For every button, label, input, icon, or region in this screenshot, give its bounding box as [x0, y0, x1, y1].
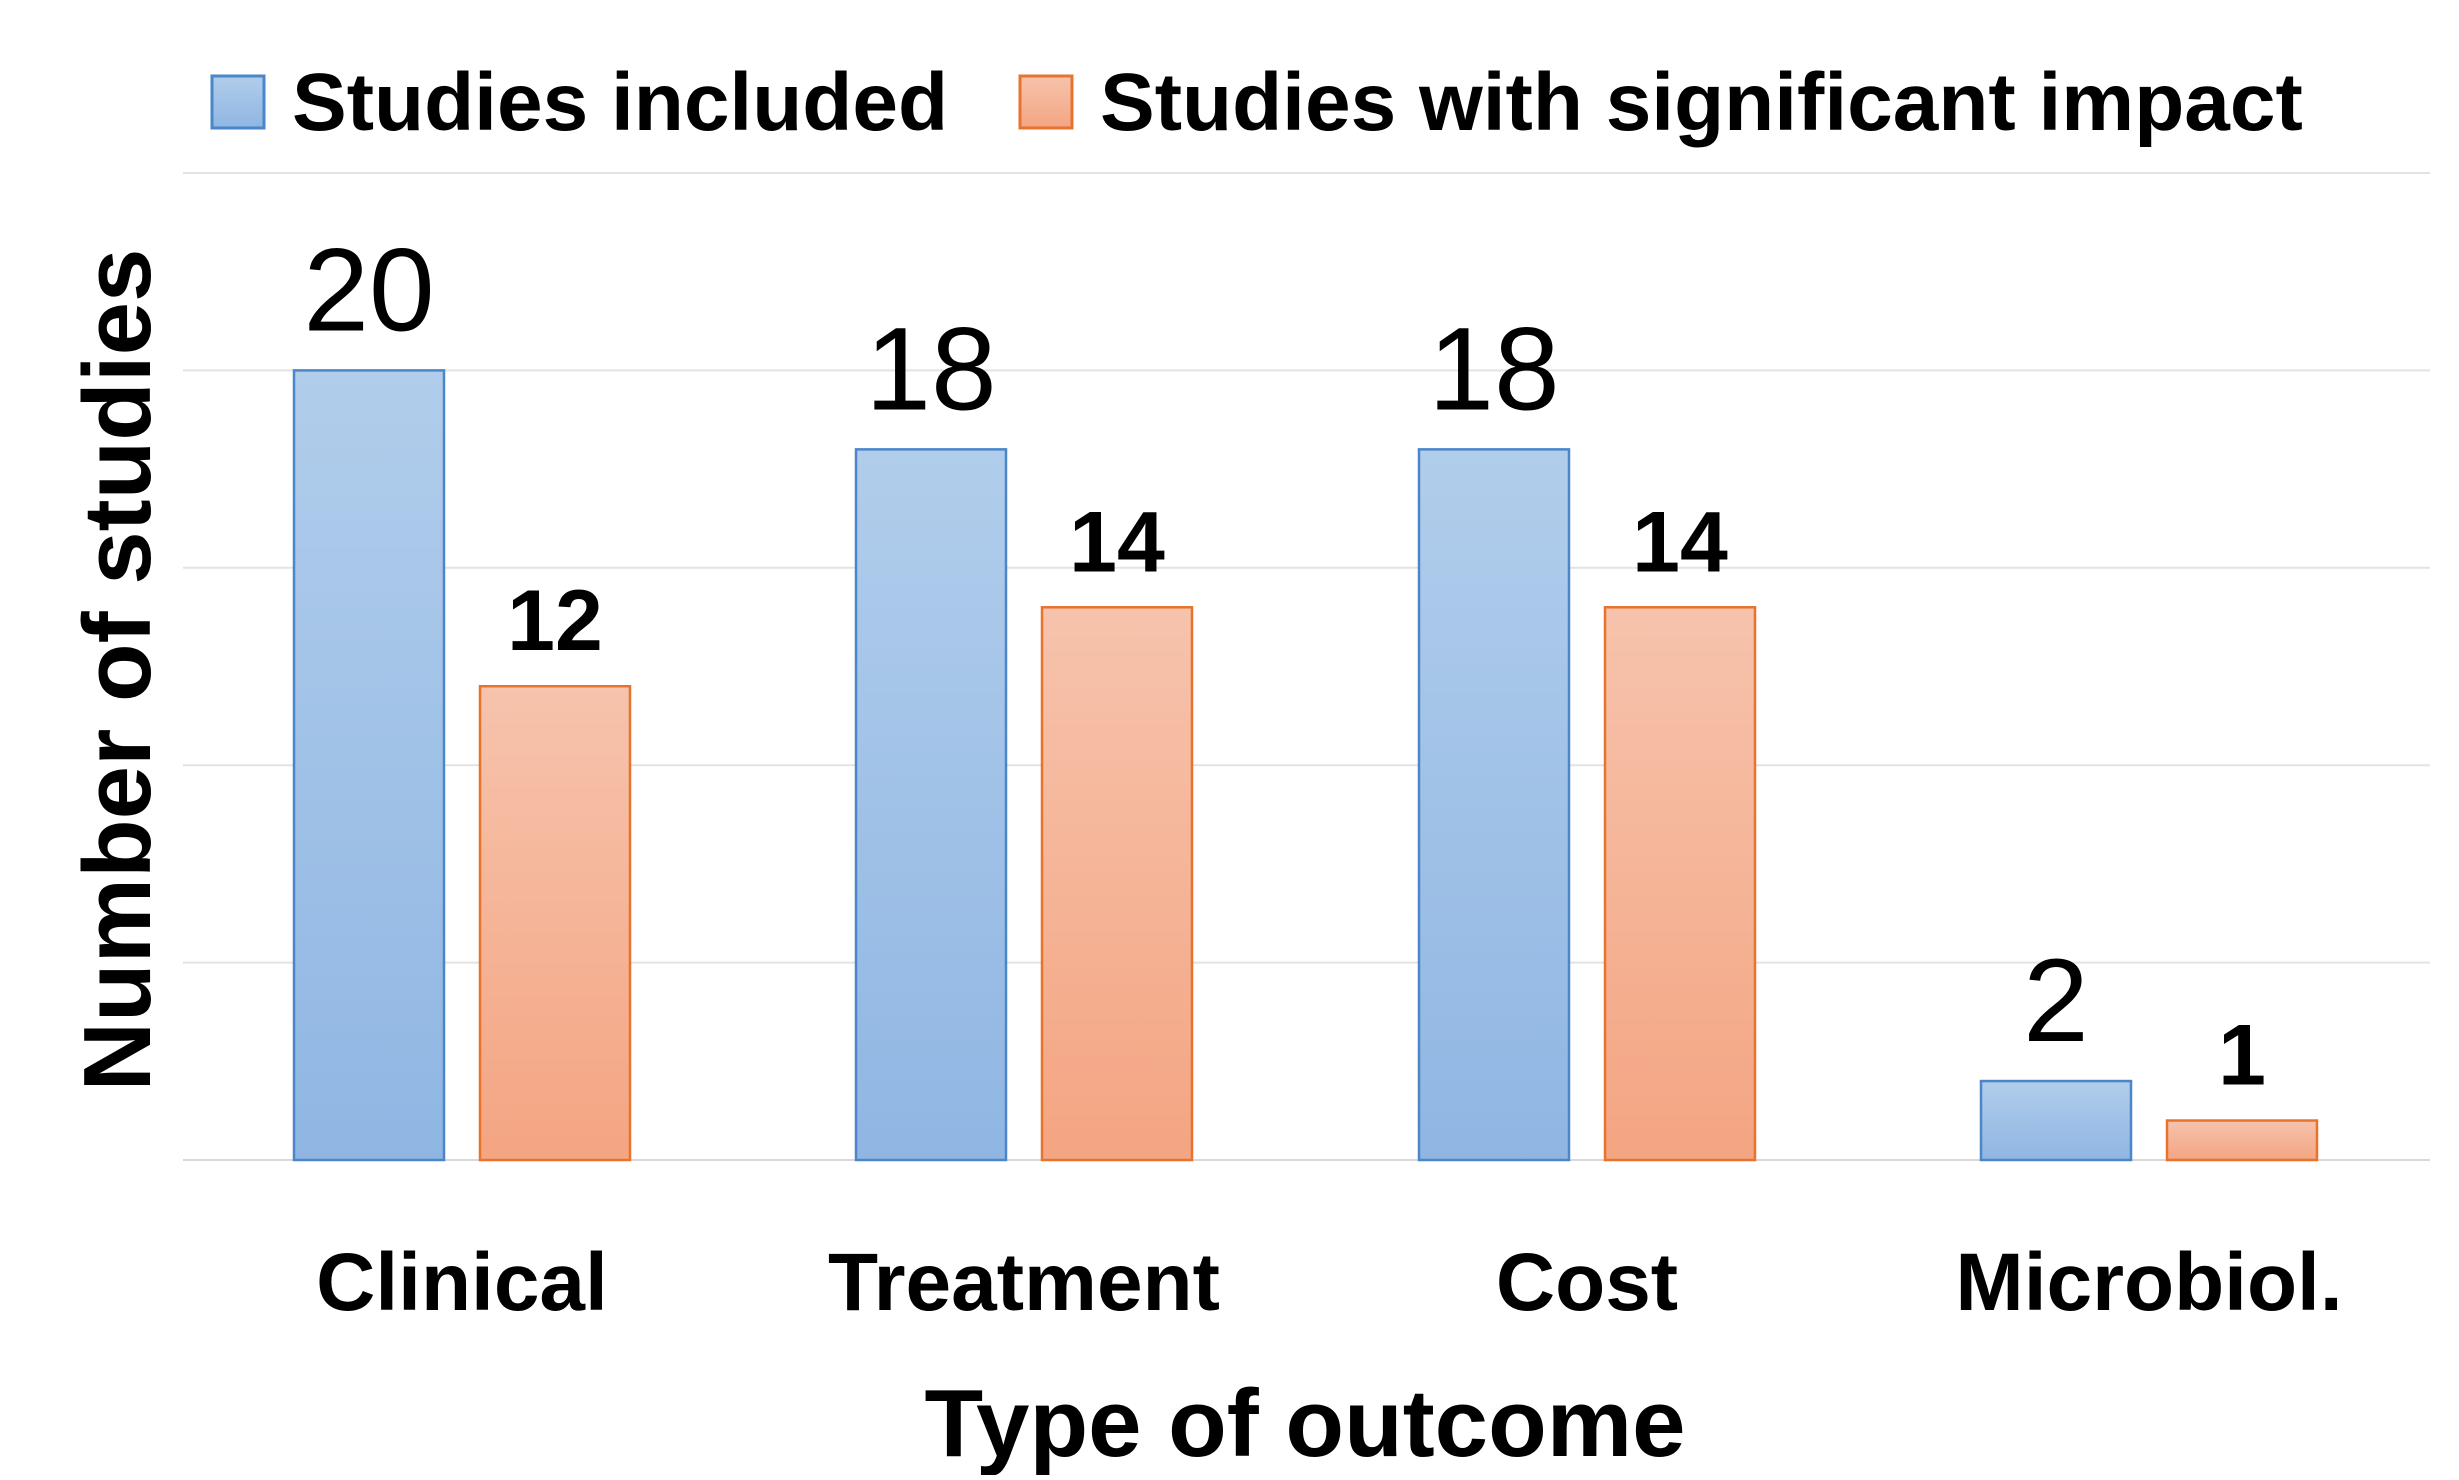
data-label-studies-with-significant-impact-clinical: 12 — [507, 573, 603, 669]
y-axis-title: Number of studies — [64, 249, 171, 1092]
data-label-studies-with-significant-impact-cost: 14 — [1632, 494, 1728, 590]
bar-studies-included-treatment — [854, 448, 1008, 1162]
bar-studies-included-clinical — [292, 369, 446, 1162]
data-label-studies-included-cost: 18 — [1428, 303, 1559, 435]
legend: Studies included Studies with significan… — [210, 57, 2303, 148]
legend-label-studies-with-significant-impact: Studies with significant impact — [1100, 57, 2303, 148]
bar-studies-with-significant-impact-cost — [1603, 606, 1757, 1162]
data-label-studies-included-clinical: 20 — [303, 224, 434, 356]
data-label-studies-included-microbiol: 2 — [2023, 935, 2089, 1067]
bar-studies-included-microbiol — [1979, 1079, 2133, 1162]
data-label-studies-with-significant-impact-treatment: 14 — [1069, 494, 1165, 590]
data-label-studies-included-treatment: 18 — [865, 303, 996, 435]
data-labels: 20 12 18 14 18 14 2 1 — [303, 224, 2266, 1103]
bars — [292, 369, 2319, 1162]
x-tick-label-treatment: Treatment — [828, 1237, 1220, 1328]
x-tick-label-microbiol: Microbiol. — [1955, 1237, 2342, 1328]
legend-label-studies-included: Studies included — [292, 57, 948, 148]
x-axis-tick-labels: Clinical Treatment Cost Microbiol. — [316, 1237, 2342, 1328]
bar-studies-included-cost — [1417, 448, 1571, 1162]
legend-swatch-studies-included — [210, 74, 266, 130]
data-label-studies-with-significant-impact-microbiol: 1 — [2218, 1008, 2266, 1104]
bar-studies-with-significant-impact-treatment — [1040, 606, 1194, 1162]
x-tick-label-cost: Cost — [1496, 1237, 1678, 1328]
x-tick-label-clinical: Clinical — [316, 1237, 608, 1328]
bar-studies-with-significant-impact-clinical — [478, 684, 632, 1162]
bar-studies-with-significant-impact-microbiol — [2165, 1119, 2319, 1162]
legend-swatch-studies-with-significant-impact — [1018, 74, 1074, 130]
x-axis-title: Type of outcome — [925, 1370, 1686, 1475]
